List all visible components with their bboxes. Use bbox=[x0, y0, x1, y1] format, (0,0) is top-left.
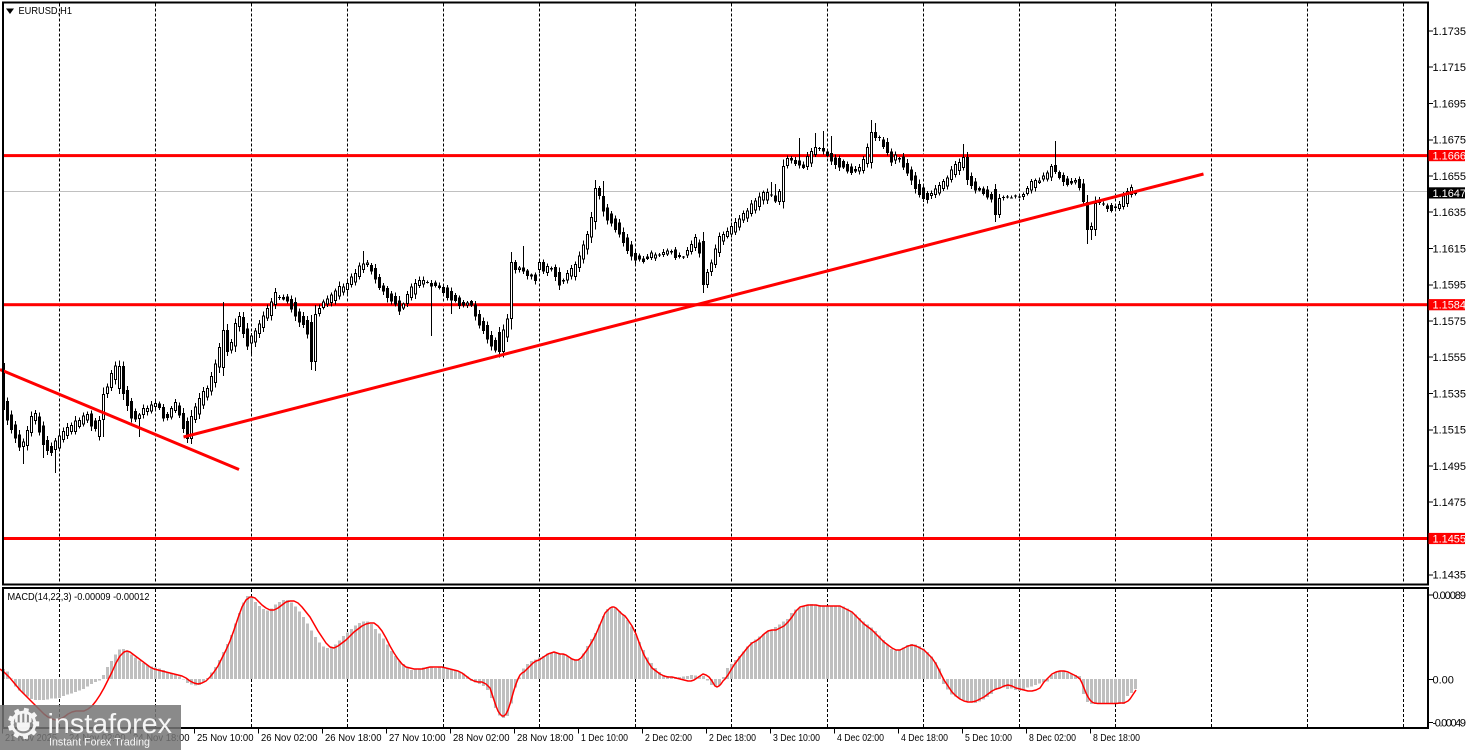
svg-text:1.1535: 1.1535 bbox=[1433, 388, 1467, 400]
svg-text:8 Dec 02:00: 8 Dec 02:00 bbox=[1029, 732, 1076, 744]
svg-text:1.1455: 1.1455 bbox=[1433, 533, 1467, 545]
svg-text:4 Dec 18:00: 4 Dec 18:00 bbox=[901, 732, 948, 744]
svg-text:1.1675: 1.1675 bbox=[1433, 135, 1467, 147]
svg-text:1.1495: 1.1495 bbox=[1433, 461, 1467, 473]
svg-text:1.1647: 1.1647 bbox=[1433, 188, 1467, 200]
svg-text:Instant Forex Trading: Instant Forex Trading bbox=[49, 737, 150, 749]
svg-text:1.1595: 1.1595 bbox=[1433, 280, 1467, 292]
svg-text:0.00089: 0.00089 bbox=[1433, 590, 1467, 602]
svg-text:5 Dec 10:00: 5 Dec 10:00 bbox=[965, 732, 1012, 744]
svg-text:-0.00049: -0.00049 bbox=[1433, 718, 1467, 730]
svg-text:1.1715: 1.1715 bbox=[1433, 62, 1467, 74]
svg-text:1.1475: 1.1475 bbox=[1433, 497, 1467, 509]
svg-text:1.1735: 1.1735 bbox=[1433, 26, 1467, 38]
svg-text:26 Nov 02:00: 26 Nov 02:00 bbox=[261, 732, 318, 744]
svg-text:25 Nov 10:00: 25 Nov 10:00 bbox=[197, 732, 254, 744]
svg-text:1.1515: 1.1515 bbox=[1433, 425, 1467, 437]
svg-text:28 Nov 18:00: 28 Nov 18:00 bbox=[517, 732, 574, 744]
svg-text:28 Nov 02:00: 28 Nov 02:00 bbox=[453, 732, 510, 744]
svg-text:3 Dec 10:00: 3 Dec 10:00 bbox=[773, 732, 820, 744]
svg-text:2 Dec 18:00: 2 Dec 18:00 bbox=[709, 732, 756, 744]
svg-text:1.1615: 1.1615 bbox=[1433, 243, 1467, 255]
svg-text:26 Nov 18:00: 26 Nov 18:00 bbox=[325, 732, 382, 744]
svg-text:1.1695: 1.1695 bbox=[1433, 98, 1467, 110]
svg-text:1.1575: 1.1575 bbox=[1433, 316, 1467, 328]
svg-text:1.1584: 1.1584 bbox=[1433, 300, 1467, 312]
svg-text:27 Nov 10:00: 27 Nov 10:00 bbox=[389, 732, 446, 744]
svg-text:1.1655: 1.1655 bbox=[1433, 171, 1467, 183]
svg-text:1.1666: 1.1666 bbox=[1433, 151, 1467, 163]
svg-text:8 Dec 18:00: 8 Dec 18:00 bbox=[1093, 732, 1140, 744]
svg-text:MACD(14,22,3) -0.00009 -0.0001: MACD(14,22,3) -0.00009 -0.00012 bbox=[8, 591, 150, 603]
svg-text:instaforex: instaforex bbox=[48, 708, 173, 739]
svg-text:0.00: 0.00 bbox=[1433, 674, 1454, 686]
svg-text:4 Dec 02:00: 4 Dec 02:00 bbox=[837, 732, 884, 744]
svg-text:2 Dec 02:00: 2 Dec 02:00 bbox=[645, 732, 692, 744]
svg-text:1.1435: 1.1435 bbox=[1433, 570, 1467, 582]
svg-text:1.1555: 1.1555 bbox=[1433, 352, 1467, 364]
svg-text:1 Dec 10:00: 1 Dec 10:00 bbox=[581, 732, 628, 744]
svg-text:EURUSD,H1: EURUSD,H1 bbox=[19, 5, 73, 17]
svg-text:1.1635: 1.1635 bbox=[1433, 207, 1467, 219]
